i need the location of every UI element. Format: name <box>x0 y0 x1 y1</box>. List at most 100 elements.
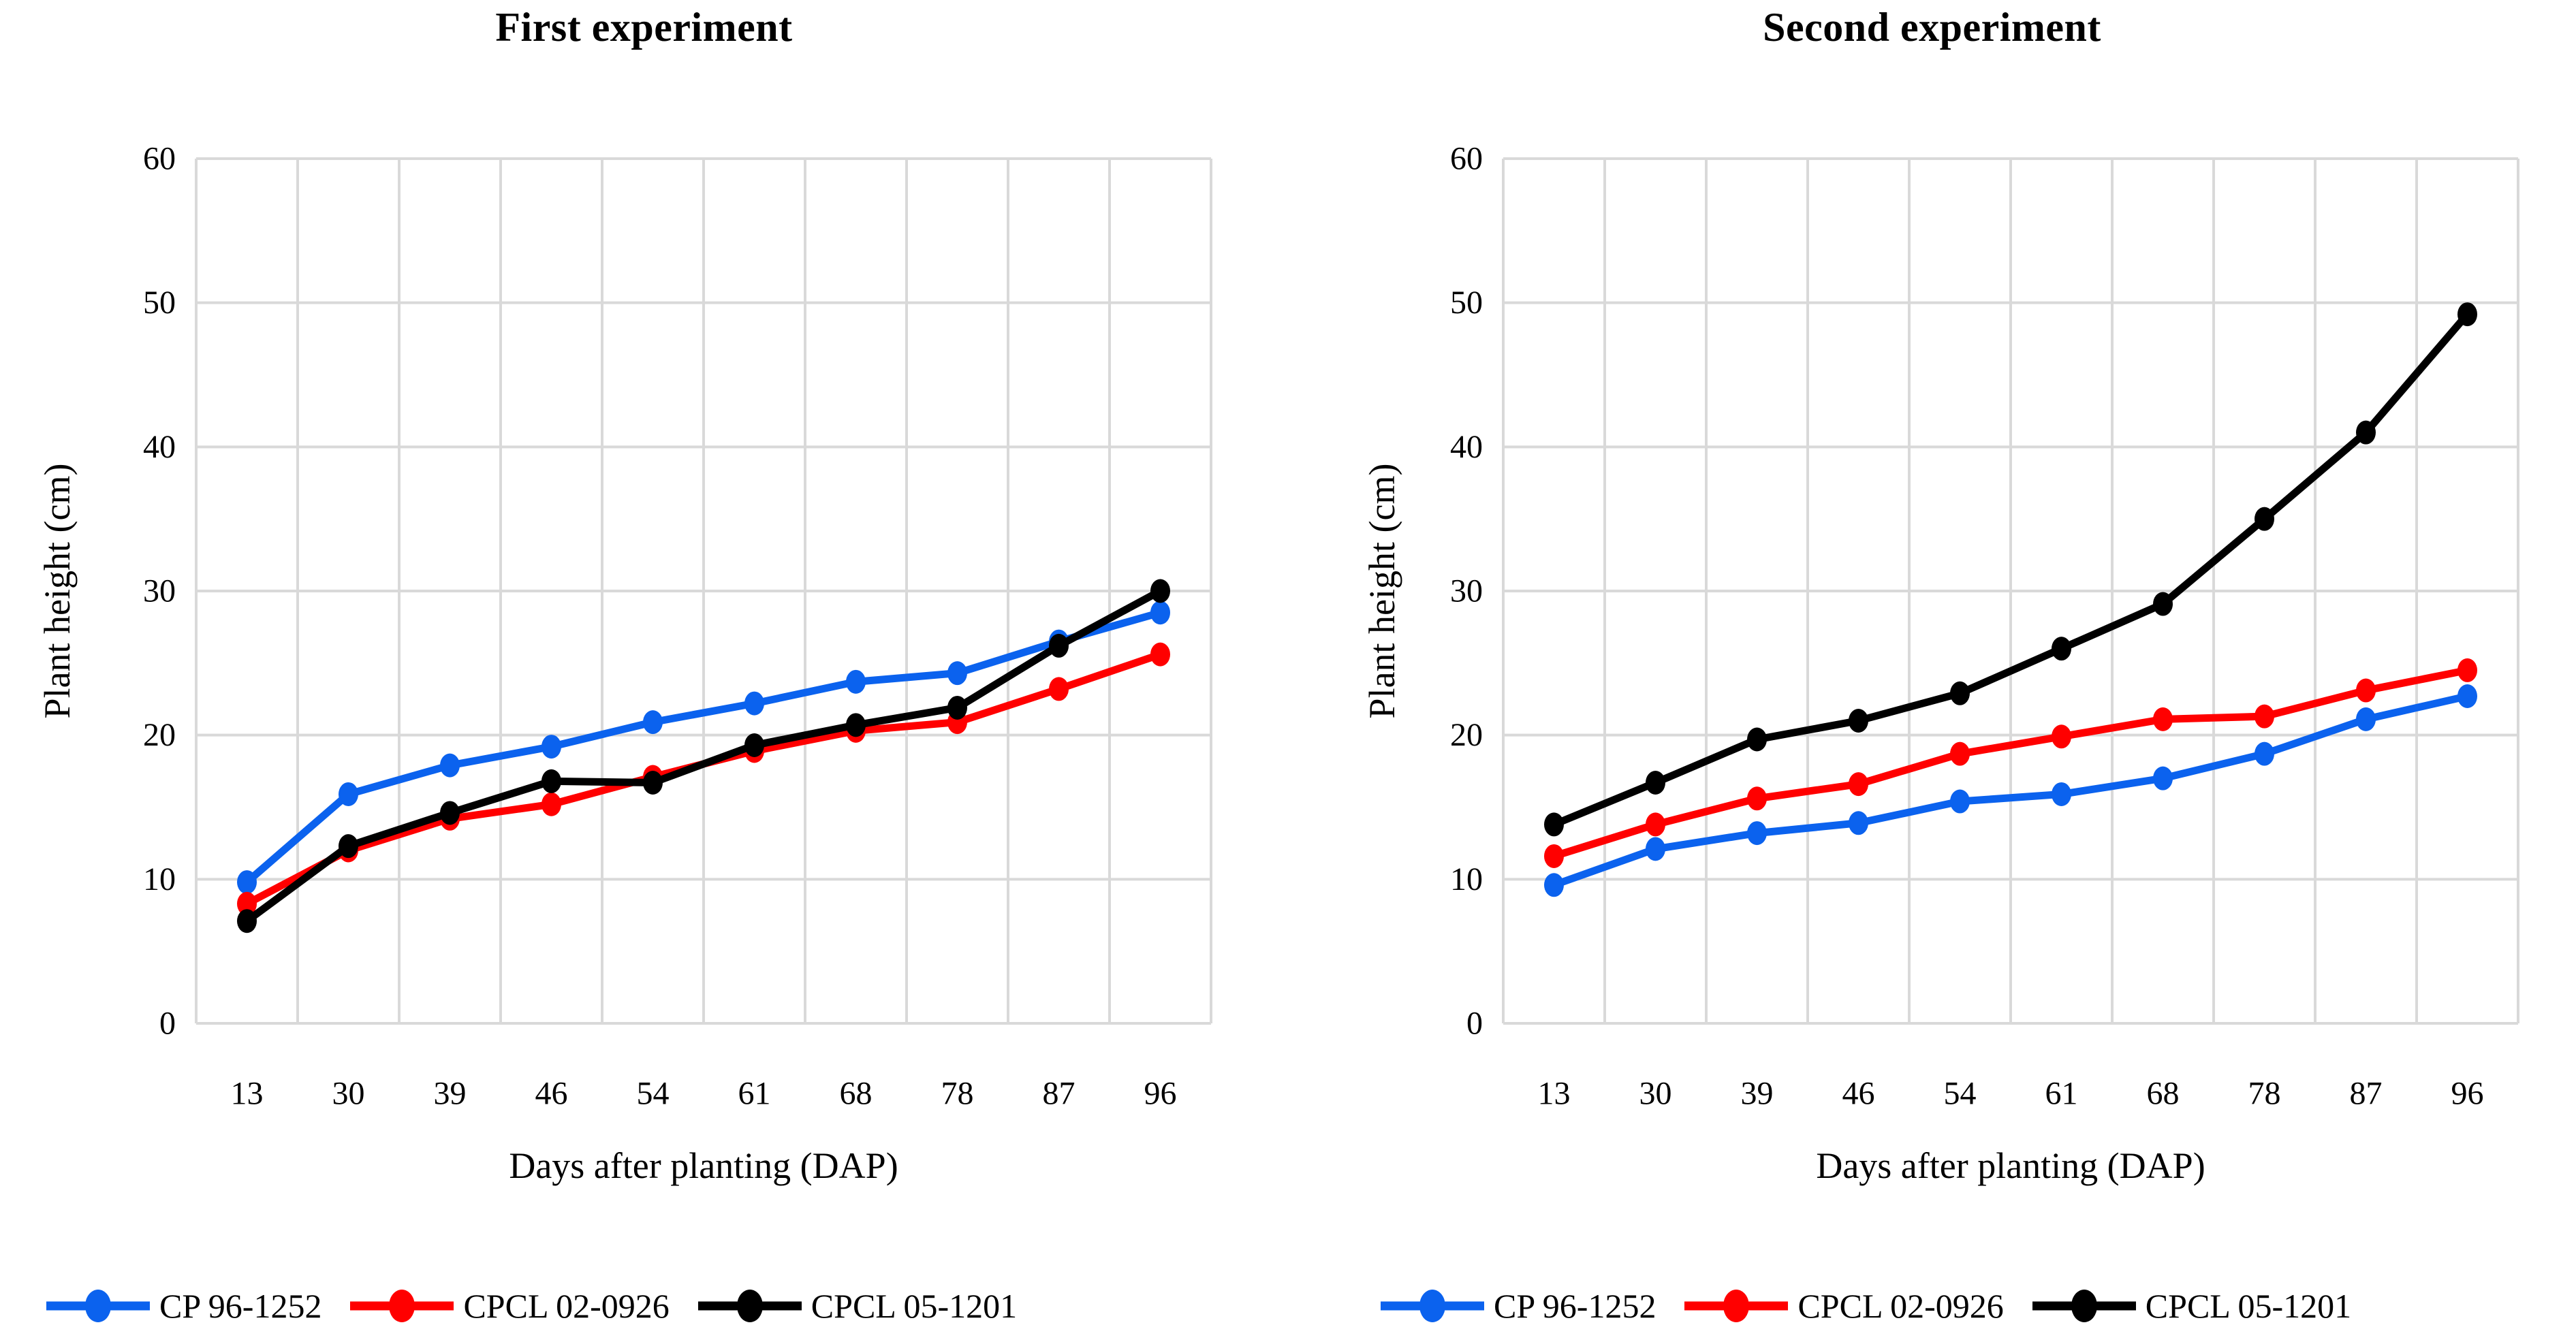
legend-label: CPCL 05-1201 <box>2145 1287 2352 1325</box>
x-tick-label: 68 <box>840 1076 873 1112</box>
data-point-marker <box>2356 678 2376 703</box>
chart-title-first-experiment: First experiment <box>495 5 793 50</box>
line-marker-icon <box>697 1290 802 1322</box>
x-tick-label: 39 <box>434 1076 467 1112</box>
x-tick-label: 30 <box>1639 1076 1672 1112</box>
legend-label: CPCL 02-0926 <box>1797 1287 2004 1325</box>
data-point-marker <box>947 695 967 720</box>
data-point-marker <box>339 782 358 806</box>
data-point-marker <box>440 801 460 825</box>
series-line <box>1550 666 2471 860</box>
y-tick-label: 10 <box>143 861 176 897</box>
x-tick-label: 96 <box>1144 1076 1177 1112</box>
y-tick-label: 60 <box>1450 141 1483 177</box>
series-line <box>243 587 1164 925</box>
legend-label: CPCL 05-1201 <box>811 1287 1018 1325</box>
y-tick-label: 50 <box>1450 285 1483 321</box>
y-tick-label: 50 <box>143 285 176 321</box>
x-tick-label: 61 <box>738 1076 771 1112</box>
y-tick-label: 0 <box>159 1006 176 1042</box>
data-point-marker <box>643 710 663 735</box>
data-point-marker <box>1646 837 1665 861</box>
data-point-marker <box>2356 707 2376 731</box>
data-point-marker <box>1544 844 1564 868</box>
chart-panel-first-experiment: First experiment Plant height (cm) 0 10 20… <box>37 5 1212 1327</box>
line-marker-icon <box>1381 1290 1484 1322</box>
legend-item-cp-96-1252: CP 96-1252 <box>1381 1285 1656 1327</box>
line-marker-icon <box>46 1290 150 1322</box>
series-line <box>1550 692 2471 889</box>
data-point-marker <box>1150 601 1170 625</box>
x-axis-title-second: Days after planting (DAP) <box>1816 1145 2205 1186</box>
data-point-marker <box>744 733 764 757</box>
data-point-marker <box>1950 741 1970 766</box>
y-tick-label: 20 <box>1450 717 1483 753</box>
data-point-marker <box>1747 821 1767 846</box>
data-point-marker <box>1849 709 1868 733</box>
data-point-marker <box>744 691 764 716</box>
data-point-marker <box>339 834 358 859</box>
data-point-marker <box>1747 786 1767 811</box>
y-tick-label: 40 <box>1450 429 1483 465</box>
data-point-marker <box>1747 727 1767 752</box>
x-tick-label: 61 <box>2045 1076 2078 1112</box>
data-point-marker <box>1049 677 1069 701</box>
data-point-marker <box>1544 812 1564 837</box>
y-tick-label: 30 <box>1450 573 1483 609</box>
data-point-marker <box>2255 507 2274 531</box>
data-point-marker <box>541 792 561 816</box>
plot-area-second-experiment: 0 10 20 30 40 50 60 13 30 39 46 54 61 68 78 87 96 <box>1450 141 2519 1112</box>
data-point-marker <box>1646 812 1665 837</box>
series-line <box>243 609 1164 886</box>
x-tick-label: 78 <box>941 1076 974 1112</box>
x-tick-label: 13 <box>231 1076 264 1112</box>
line-marker-icon <box>1684 1290 1789 1322</box>
x-tick-label: 68 <box>2147 1076 2180 1112</box>
legend-item-cpcl-05-1201: CPCL 05-1201 <box>2032 1285 2351 1327</box>
data-point-marker <box>1544 873 1564 897</box>
legend-item-cpcl-02-0926: CPCL 02-0926 <box>350 1285 670 1327</box>
data-point-marker <box>2457 684 2477 709</box>
y-tick-label: 60 <box>143 141 176 177</box>
data-point-marker <box>2356 420 2376 445</box>
y-tick-label: 20 <box>143 717 176 753</box>
data-point-marker <box>440 753 460 778</box>
x-tick-label: 39 <box>1741 1076 1774 1112</box>
y-tick-label: 30 <box>143 573 176 609</box>
legend-label: CPCL 02-0926 <box>463 1287 670 1325</box>
data-point-marker <box>1849 811 1868 835</box>
data-point-marker <box>1849 772 1868 797</box>
data-point-marker <box>2255 741 2274 766</box>
legend-item-cp-96-1252: CP 96-1252 <box>46 1285 321 1327</box>
x-tick-label: 96 <box>2451 1076 2484 1112</box>
chart-panel-second-experiment: Second experiment Plant height (cm) 0 10 2… <box>1288 0 2576 1342</box>
data-point-marker <box>2153 766 2173 790</box>
x-tick-label: 54 <box>637 1076 670 1112</box>
data-point-marker <box>541 769 561 793</box>
legend-label: CP 96-1252 <box>1494 1287 1656 1325</box>
data-point-marker <box>237 870 257 895</box>
line-marker-icon <box>2032 1290 2136 1322</box>
chart-title-second-experiment: Second experiment <box>1763 5 2101 50</box>
data-point-marker <box>2255 704 2274 729</box>
data-point-marker <box>643 771 663 795</box>
x-tick-label: 78 <box>2248 1076 2281 1112</box>
y-tick-label: 10 <box>1450 861 1483 897</box>
x-tick-label: 46 <box>1842 1076 1875 1112</box>
x-tick-label: 30 <box>332 1076 365 1112</box>
data-point-marker <box>1646 771 1665 795</box>
legend-second-experiment: CP 96-1252 CPCL 02-0926 CPCL 05-1201 <box>1381 1285 2351 1327</box>
y-tick-label: 40 <box>143 429 176 465</box>
data-point-marker <box>1950 789 1970 814</box>
data-point-marker <box>2052 782 2071 806</box>
data-point-marker <box>2153 592 2173 616</box>
data-point-marker <box>237 909 257 933</box>
plot-area-first-experiment: 0 10 20 30 40 50 60 13 30 39 46 54 61 68 78 87 96 <box>143 141 1212 1112</box>
data-point-marker <box>1150 579 1170 603</box>
series-line <box>1550 310 2471 829</box>
x-tick-label: 46 <box>535 1076 568 1112</box>
x-axis-title-first: Days after planting (DAP) <box>509 1145 898 1186</box>
data-point-marker <box>237 891 257 916</box>
data-point-marker <box>2457 302 2477 327</box>
